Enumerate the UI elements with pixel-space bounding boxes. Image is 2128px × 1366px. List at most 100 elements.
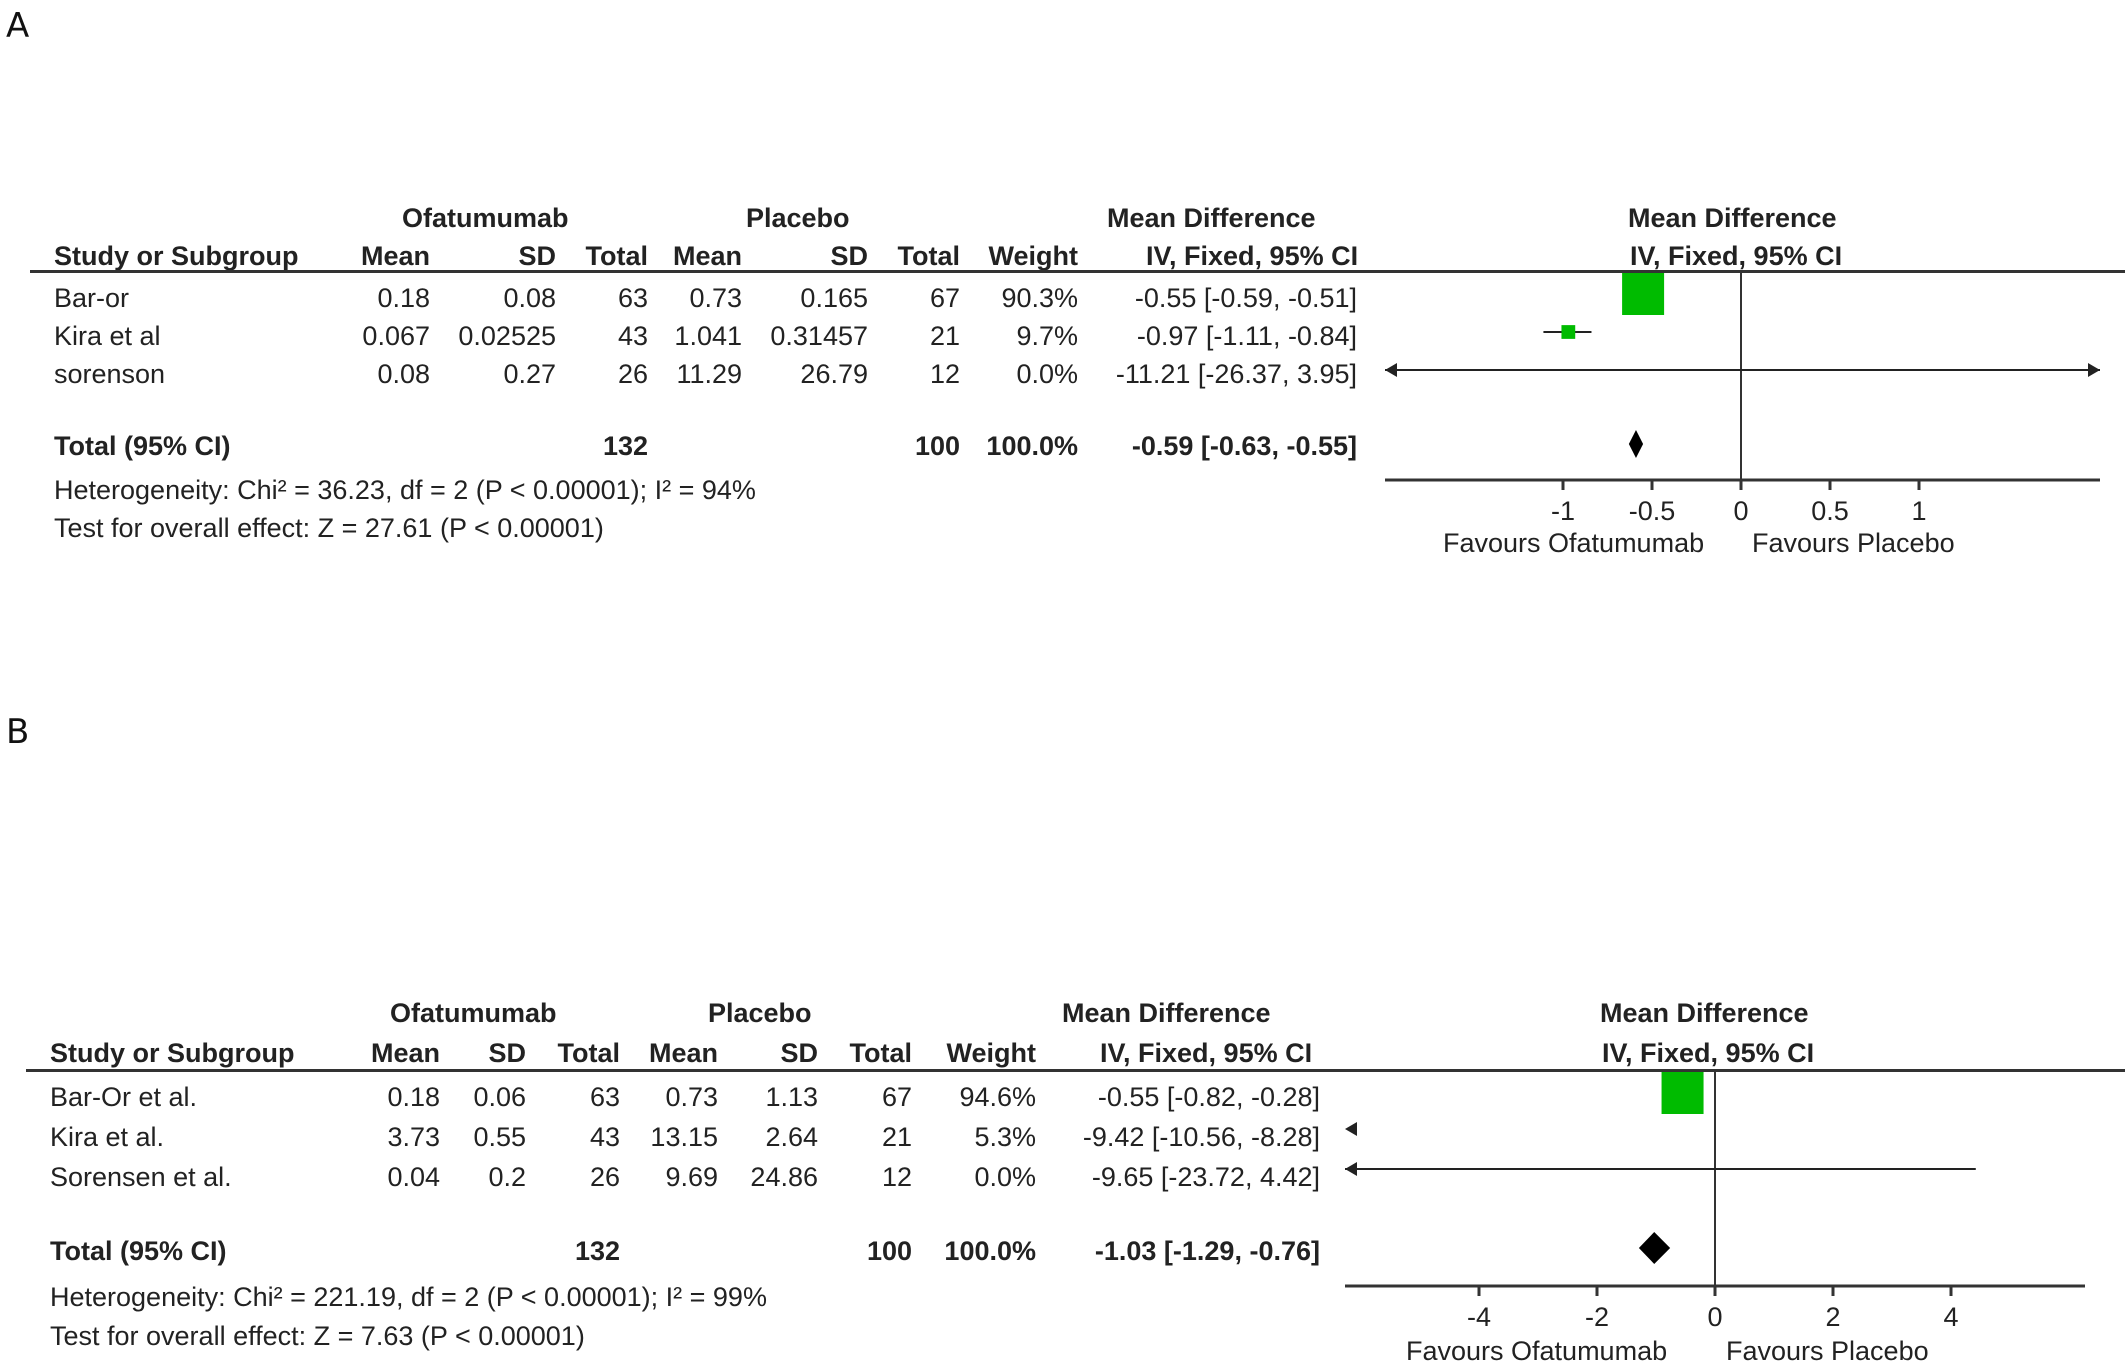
header-rule: [26, 1069, 2125, 1072]
total-weight: 100.0%: [986, 431, 1078, 461]
col-mean-c: Mean: [648, 1038, 718, 1068]
ci-text: -9.65 [-23.72, 4.42]: [1091, 1162, 1320, 1192]
col-sd-c: SD: [780, 1038, 818, 1068]
total-c: 21: [929, 321, 960, 351]
total-e: 26: [589, 1162, 620, 1192]
total-e: 43: [589, 1122, 620, 1152]
total-c: 12: [929, 359, 960, 389]
group-header-plot: Mean Difference: [1628, 203, 1837, 233]
arrow-left-icon: [1345, 1122, 1357, 1136]
total-e: 43: [617, 321, 648, 351]
pooled-diamond: [1638, 1232, 1671, 1264]
mean-e: 0.067: [362, 321, 430, 351]
col-total-e: Total: [585, 241, 649, 271]
col-study: Study or Subgroup: [50, 1038, 295, 1068]
sd-e: 0.2: [488, 1162, 526, 1192]
weight: 0.0%: [1016, 359, 1078, 389]
total-e: 63: [589, 1082, 620, 1112]
col-weight: Weight: [988, 241, 1079, 271]
sd-c: 0.165: [800, 283, 868, 313]
mean-c: 1.041: [674, 321, 742, 351]
favours-left: Favours Ofatumumab: [1406, 1336, 1668, 1366]
study-name: Kira et al: [54, 321, 161, 351]
mean-e: 3.73: [387, 1122, 440, 1152]
header-rule: [30, 270, 2125, 273]
mean-c: 13.15: [650, 1122, 718, 1152]
weight: 0.0%: [974, 1162, 1036, 1192]
study-name: Bar-Or et al.: [50, 1082, 198, 1112]
arrow-right-icon: [2088, 363, 2100, 377]
x-tick-label: -1: [1551, 496, 1575, 526]
total-e: 132: [602, 431, 648, 461]
total-label: Total (95% CI): [54, 431, 231, 461]
total-ci: -0.59 [-0.63, -0.55]: [1131, 431, 1357, 461]
weight: 94.6%: [959, 1082, 1036, 1112]
sd-c: 24.86: [750, 1162, 818, 1192]
heterogeneity: Heterogeneity: Chi² = 221.19, df = 2 (P …: [50, 1282, 767, 1312]
total-c: 12: [881, 1162, 912, 1192]
sd-c: 1.13: [765, 1082, 818, 1112]
x-tick-label: -2: [1585, 1302, 1609, 1332]
sd-e: 0.27: [503, 359, 556, 389]
col-sd-c: SD: [830, 241, 868, 271]
forest-plot: -4 -2 0 2 4: [1345, 1071, 2085, 1332]
total-c: 67: [881, 1082, 912, 1112]
x-tick-label: 4: [1943, 1302, 1958, 1332]
study-marker: [1622, 273, 1665, 315]
ci-text: -11.21 [-26.37, 3.95]: [1115, 359, 1357, 389]
favours-right: Favours Placebo: [1726, 1336, 1929, 1366]
total-c: 100: [866, 1236, 912, 1266]
panel-letter: B: [6, 712, 30, 752]
total-e: 63: [617, 283, 648, 313]
col-plot-ci: IV, Fixed, 95% CI: [1602, 1038, 1815, 1068]
x-tick-label: 1: [1911, 496, 1926, 526]
total-label: Total (95% CI): [50, 1236, 227, 1266]
col-sd-e: SD: [488, 1038, 526, 1068]
arrow-left-icon: [1385, 363, 1397, 377]
mean-c: 9.69: [665, 1162, 718, 1192]
x-tick-label: 2: [1825, 1302, 1840, 1332]
group-header-md: Mean Difference: [1062, 998, 1271, 1028]
col-mean-e: Mean: [360, 241, 430, 271]
total-weight: 100.0%: [944, 1236, 1036, 1266]
weight: 90.3%: [1001, 283, 1078, 313]
group-header-experimental: Ofatumumab: [402, 203, 569, 233]
col-mean-e: Mean: [370, 1038, 440, 1068]
total-ci: -1.03 [-1.29, -0.76]: [1094, 1236, 1320, 1266]
group-header-experimental: Ofatumumab: [390, 998, 557, 1028]
sd-e: 0.06: [473, 1082, 526, 1112]
group-header-md: Mean Difference: [1107, 203, 1316, 233]
total-e: 132: [574, 1236, 620, 1266]
ci-text: -0.97 [-1.11, -0.84]: [1136, 321, 1357, 351]
study-name: Kira et al.: [50, 1122, 165, 1152]
x-tick-label: 0.5: [1811, 496, 1849, 526]
sd-e: 0.02525: [458, 321, 556, 351]
study-marker: [1561, 325, 1576, 339]
group-header-plot: Mean Difference: [1600, 998, 1809, 1028]
total-c: 67: [929, 283, 960, 313]
col-total-c: Total: [897, 241, 961, 271]
sd-c: 26.79: [800, 359, 868, 389]
favours-left: Favours Ofatumumab: [1443, 528, 1705, 558]
total-e: 26: [617, 359, 648, 389]
mean-c: 11.29: [676, 359, 742, 389]
col-total-e: Total: [557, 1038, 621, 1068]
group-header-control: Placebo: [708, 998, 812, 1028]
mean-e: 0.04: [387, 1162, 440, 1192]
col-total-c: Total: [849, 1038, 913, 1068]
forest-plot: -1 -0.5 0 0.5 1: [1385, 272, 2100, 526]
weight: 5.3%: [974, 1122, 1036, 1152]
col-plot-ci: IV, Fixed, 95% CI: [1630, 241, 1843, 271]
mean-e: 0.08: [377, 359, 430, 389]
col-weight: Weight: [946, 1038, 1037, 1068]
study-name: sorenson: [54, 359, 166, 389]
weight: 9.7%: [1016, 321, 1078, 351]
study-name: Bar-or: [54, 283, 130, 313]
study-name: Sorensen et al.: [50, 1162, 232, 1192]
ci-text: -0.55 [-0.59, -0.51]: [1134, 283, 1357, 313]
col-ci: IV, Fixed, 95% CI: [1146, 241, 1359, 271]
ci-text: -9.42 [-10.56, -8.28]: [1082, 1122, 1320, 1152]
study-marker: [1661, 1072, 1704, 1114]
ci-text: -0.55 [-0.82, -0.28]: [1097, 1082, 1320, 1112]
x-tick-label: -4: [1467, 1302, 1491, 1332]
